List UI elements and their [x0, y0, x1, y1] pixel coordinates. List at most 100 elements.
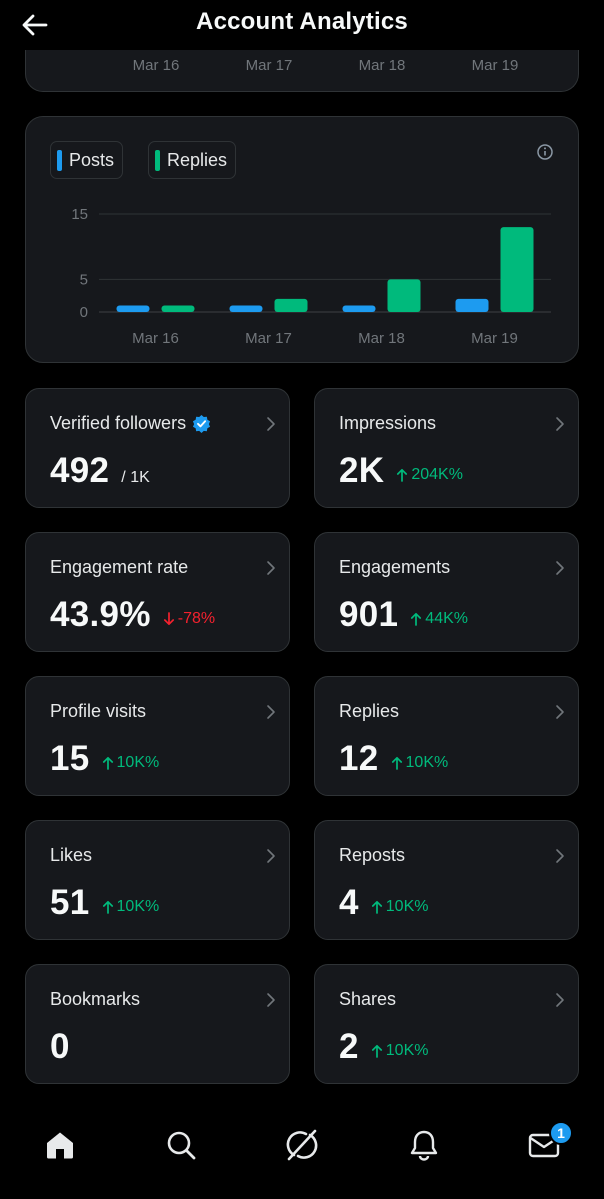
bar-replies-1[interactable] [274, 298, 308, 312]
chevron-right-icon [267, 561, 275, 575]
top-bar: Account Analytics [0, 0, 604, 50]
stat-change-text: -78% [177, 610, 216, 627]
stat-change-text: 44K% [425, 610, 468, 627]
stat-card-profile-visits[interactable]: Profile visits 15 10K% [25, 676, 290, 796]
stat-value-row: 43.9% -78% [50, 595, 215, 635]
bar-posts-1[interactable] [229, 305, 263, 312]
stat-value: 12 [339, 739, 379, 778]
stat-card-shares[interactable]: Shares 2 10K% [314, 964, 579, 1084]
stat-value: 4 [339, 883, 359, 922]
stat-label: Impressions [339, 413, 436, 434]
chevron-right-icon [267, 993, 275, 1007]
arrow-up-icon [397, 468, 408, 482]
stat-value-row: 2K 204K% [339, 451, 463, 491]
nav-search[interactable] [159, 1125, 203, 1165]
legend-posts[interactable]: Posts [50, 141, 124, 179]
stat-card-replies[interactable]: Replies 12 10K% [314, 676, 579, 796]
bar-replies-3[interactable] [500, 227, 534, 312]
arrow-left-icon [22, 14, 48, 36]
stat-value: 15 [50, 739, 90, 778]
replies-swatch [155, 149, 160, 171]
stat-card-engagements[interactable]: Engagements 901 44K% [314, 532, 579, 652]
x-tick-label: Mar 16 [132, 330, 179, 347]
stat-card-likes[interactable]: Likes 51 10K% [25, 820, 290, 940]
nav-grok[interactable] [280, 1125, 324, 1165]
arrow-down-icon [163, 612, 174, 626]
stat-value: 901 [339, 595, 399, 634]
stat-value-row: 0 [50, 1027, 70, 1067]
stat-label: Likes [50, 845, 92, 866]
stat-value: 492 [50, 451, 110, 490]
stat-label-text: Engagements [339, 557, 451, 577]
stat-total: / 1K [121, 469, 150, 486]
stat-change: -78% [163, 610, 215, 628]
stat-card-impressions[interactable]: Impressions 2K 204K% [314, 388, 579, 508]
stat-value-row: 51 10K% [50, 883, 159, 923]
stat-label-text: Reposts [339, 845, 406, 865]
arrow-up-icon [411, 612, 422, 626]
bottom-nav [0, 1100, 604, 1199]
bar-replies-0[interactable] [161, 305, 195, 312]
x-tick-label: Mar 16 [132, 57, 180, 74]
stat-value: 2K [339, 451, 385, 490]
bar-posts-3[interactable] [455, 298, 489, 312]
legend-replies[interactable]: Replies [148, 141, 237, 179]
stat-label-text: Bookmarks [50, 989, 141, 1009]
stat-card-engagement-rate[interactable]: Engagement rate 43.9% -78% [25, 532, 290, 652]
stat-label-text: Engagement rate [50, 557, 189, 577]
stat-label-text: Likes [50, 845, 93, 865]
notifications-icon [410, 1130, 438, 1161]
grok-icon [286, 1129, 318, 1161]
posts-replies-chart-card: 0 5 15 Mar 16 Mar 17 Mar 18 Mar 19 Posts Repli… [25, 116, 579, 363]
y-tick-label: 0 [80, 304, 88, 321]
nav-notifications[interactable] [402, 1125, 446, 1165]
chevron-right-icon [267, 849, 275, 863]
arrow-up-icon [102, 900, 113, 914]
stat-change: 10K% [371, 1042, 428, 1060]
stat-card-verified-followers[interactable]: Verified followers 492 / 1K [25, 388, 290, 508]
x-tick-label: Mar 17 [245, 330, 292, 347]
x-tick-label: Mar 18 [358, 330, 405, 347]
bar-posts-2[interactable] [342, 305, 376, 312]
x-tick-label: Mar 19 [471, 57, 519, 74]
y-tick-label: 15 [71, 206, 88, 223]
bar-posts-0[interactable] [116, 305, 150, 312]
arrow-up-icon [371, 900, 382, 914]
verified-badge-icon [193, 414, 211, 433]
stat-card-reposts[interactable]: Reposts 4 10K% [314, 820, 579, 940]
stat-value-row: 4 10K% [339, 883, 428, 923]
stat-label-text: Impressions [339, 413, 437, 433]
stat-label-text: Profile visits [50, 701, 147, 721]
stat-card-bookmarks[interactable]: Bookmarks 0 [25, 964, 290, 1084]
nav-home[interactable] [38, 1125, 82, 1165]
stat-value-row: 2 10K% [339, 1027, 428, 1067]
chevron-right-icon [556, 993, 564, 1007]
messages-badge: 1 [549, 1121, 573, 1145]
info-icon[interactable] [536, 143, 554, 161]
stat-label: Profile visits [50, 701, 146, 722]
arrow-up-icon [371, 1044, 382, 1058]
stat-change: 10K% [391, 754, 448, 772]
stat-label: Verified followers [50, 413, 211, 434]
posts-swatch [57, 149, 62, 171]
stat-value: 2 [339, 1027, 359, 1066]
arrow-up-icon [391, 756, 402, 770]
y-tick-label: 5 [80, 271, 88, 288]
stat-value-row: 492 / 1K [50, 451, 150, 491]
bar-chart: 0 5 15 Mar 16 Mar 17 Mar 18 Mar 19 [71, 206, 551, 347]
stat-change: 44K% [410, 610, 468, 628]
stat-label: Engagements [339, 557, 450, 578]
stat-value: 51 [50, 883, 90, 922]
back-button[interactable] [18, 8, 52, 42]
stat-change-text: 10K% [116, 754, 160, 771]
chevron-right-icon [556, 849, 564, 863]
bar-replies-2[interactable] [387, 279, 421, 312]
chevron-right-icon [556, 705, 564, 719]
stat-value-row: 901 44K% [339, 595, 468, 635]
legend-posts-label: Posts [69, 149, 115, 170]
stat-label: Engagement rate [50, 557, 188, 578]
stat-value: 0 [50, 1027, 70, 1066]
stat-label-text: Verified followers [50, 413, 187, 433]
search-icon [167, 1131, 196, 1160]
stat-change: 10K% [371, 898, 428, 916]
